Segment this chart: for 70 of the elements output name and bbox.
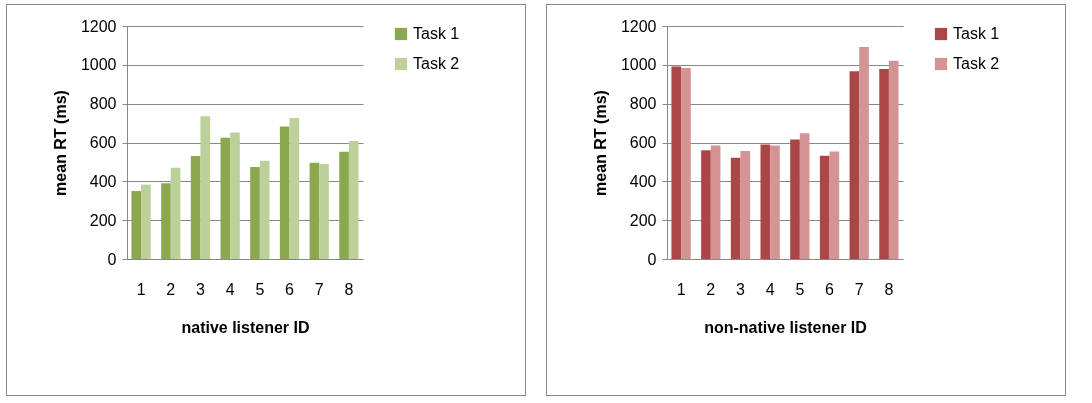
bar xyxy=(799,133,810,259)
y-tick-label: 400 xyxy=(89,172,117,190)
x-tick-label: 6 xyxy=(285,280,295,298)
y-axis-title: mean RT (ms) xyxy=(591,90,609,196)
bar xyxy=(190,156,201,259)
bar xyxy=(279,126,290,259)
bar xyxy=(879,68,889,259)
x-tick-label: 5 xyxy=(795,280,805,298)
y-tick-label: 1200 xyxy=(620,17,657,35)
x-tick-label: 8 xyxy=(344,280,354,298)
x-tick-label: 7 xyxy=(314,280,324,298)
y-tick-label: 800 xyxy=(89,95,117,113)
x-tick-label: 1 xyxy=(136,280,146,298)
y-tick-label: 400 xyxy=(629,172,657,190)
y-tick-label: 600 xyxy=(629,134,657,151)
y-tick-label: 200 xyxy=(89,211,117,229)
legend-label: Task 1 xyxy=(413,25,460,42)
bar xyxy=(289,118,300,259)
y-tick-label: 1200 xyxy=(80,17,117,35)
bar xyxy=(348,140,359,259)
x-tick-label: 7 xyxy=(854,280,864,298)
bar xyxy=(309,162,320,259)
x-tick-label: 3 xyxy=(196,280,206,298)
bar xyxy=(671,66,682,259)
bar xyxy=(859,46,869,259)
x-tick-label: 8 xyxy=(884,280,894,298)
x-tick-label: 5 xyxy=(255,280,265,298)
bar xyxy=(220,137,231,259)
x-tick-label: 4 xyxy=(225,280,235,298)
bar xyxy=(730,157,741,259)
bar xyxy=(141,184,151,259)
y-tick-label: 0 xyxy=(107,250,117,268)
bar xyxy=(849,71,860,259)
bar xyxy=(760,144,771,259)
bar xyxy=(319,164,329,259)
bar xyxy=(790,139,800,259)
x-tick-label: 3 xyxy=(736,280,746,298)
x-tick-label: 2 xyxy=(706,280,716,298)
bar xyxy=(259,160,270,259)
x-tick-label: 2 xyxy=(166,280,176,298)
bar xyxy=(170,167,181,259)
x-axis-title: non-native listener ID xyxy=(704,318,867,336)
bar xyxy=(131,191,142,259)
y-axis-title: mean RT (ms) xyxy=(51,90,69,196)
bar xyxy=(829,151,840,259)
bar xyxy=(681,67,691,259)
y-tick-label: 600 xyxy=(89,134,117,151)
y-tick-label: 200 xyxy=(629,211,657,229)
y-tick-label: 800 xyxy=(629,95,657,113)
bar xyxy=(230,132,240,259)
bar xyxy=(819,155,830,259)
legend-label: Task 2 xyxy=(413,55,460,72)
x-tick-label: 6 xyxy=(825,280,835,298)
bar xyxy=(770,145,780,259)
y-tick-label: 0 xyxy=(647,250,657,268)
bar xyxy=(250,166,260,259)
x-axis-title: native listener ID xyxy=(181,318,310,336)
legend-label: Task 1 xyxy=(953,25,1000,42)
bar xyxy=(740,151,751,259)
bar xyxy=(200,116,211,259)
x-tick-label: 4 xyxy=(765,280,775,298)
bar xyxy=(701,150,711,259)
bar xyxy=(888,60,899,259)
y-tick-label: 1000 xyxy=(620,56,657,74)
bar xyxy=(339,151,349,259)
bar xyxy=(710,145,721,259)
legend-label: Task 2 xyxy=(953,55,1000,72)
y-tick-label: 1000 xyxy=(80,56,117,74)
x-tick-label: 1 xyxy=(676,280,686,298)
bar xyxy=(161,183,171,259)
